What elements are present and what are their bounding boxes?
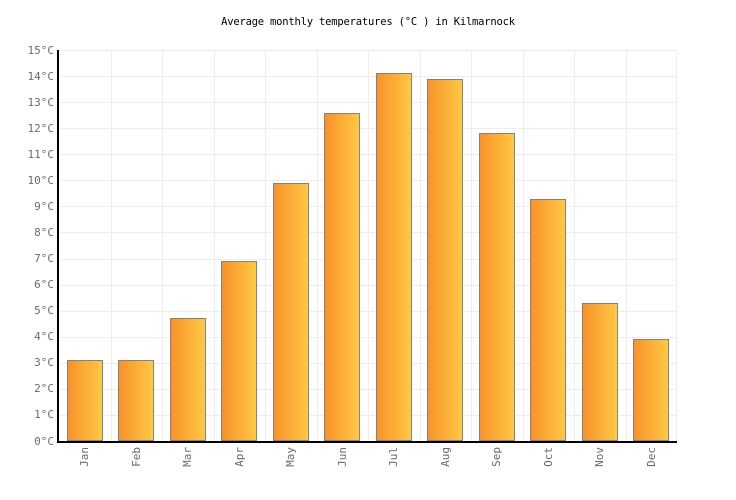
y-tick-label: 8°C (34, 226, 54, 239)
plot-area (57, 50, 677, 443)
x-tick-label-mar: Mar (181, 447, 195, 467)
y-tick-label: 5°C (34, 304, 54, 317)
y-tick-label: 4°C (34, 330, 54, 343)
x-tick-label-dec: Dec (644, 447, 658, 467)
bar-jul (375, 73, 412, 441)
bar-may (272, 183, 309, 441)
bar-jan (66, 360, 103, 441)
gridline-vertical (626, 50, 627, 441)
y-tick-label: 9°C (34, 200, 54, 213)
x-tick-label-jul: Jul (387, 447, 401, 467)
y-tick-label: 3°C (34, 356, 54, 369)
y-tick-label: 13°C (27, 96, 55, 109)
gridline-vertical (111, 50, 112, 441)
bar-nov (581, 303, 618, 441)
gridline-vertical (317, 50, 318, 441)
x-tick-label-may: May (284, 447, 298, 467)
y-tick-label: 0°C (34, 435, 54, 448)
x-tick-label-aug: Aug (438, 447, 452, 467)
y-tick-label: 12°C (27, 122, 55, 135)
gridline-vertical (368, 50, 369, 441)
gridline-vertical (420, 50, 421, 441)
bar-apr (221, 261, 258, 441)
bar-dec (633, 339, 670, 441)
gridline-vertical (265, 50, 266, 441)
y-tick-label: 1°C (34, 408, 54, 421)
y-tick-label: 10°C (27, 174, 55, 187)
bar-feb (118, 360, 155, 441)
bar-jun (324, 113, 361, 441)
y-tick-label: 14°C (27, 70, 55, 83)
bar-mar (169, 318, 206, 441)
x-tick-label-sep: Sep (490, 447, 504, 467)
gridline-vertical (214, 50, 215, 441)
bar-sep (478, 133, 515, 441)
gridline-vertical (471, 50, 472, 441)
y-tick-label: 7°C (34, 252, 54, 265)
x-tick-label-jun: Jun (335, 447, 349, 467)
x-tick-label-apr: Apr (232, 447, 246, 467)
x-tick-label-jan: Jan (78, 447, 92, 467)
x-tick-label-feb: Feb (129, 447, 143, 467)
bar-aug (427, 79, 464, 441)
gridline-vertical (162, 50, 163, 441)
chart-title: Average monthly temperatures (°C ) in Ki… (221, 16, 515, 28)
bar-oct (530, 199, 567, 441)
x-tick-label-nov: Nov (593, 447, 607, 467)
gridline-vertical (574, 50, 575, 441)
y-tick-label: 2°C (34, 382, 54, 395)
gridline-vertical (676, 50, 677, 441)
gridline-vertical (523, 50, 524, 441)
x-tick-label-oct: Oct (541, 447, 555, 467)
y-tick-label: 11°C (27, 148, 55, 161)
y-tick-label: 15°C (27, 44, 55, 57)
y-tick-label: 6°C (34, 278, 54, 291)
